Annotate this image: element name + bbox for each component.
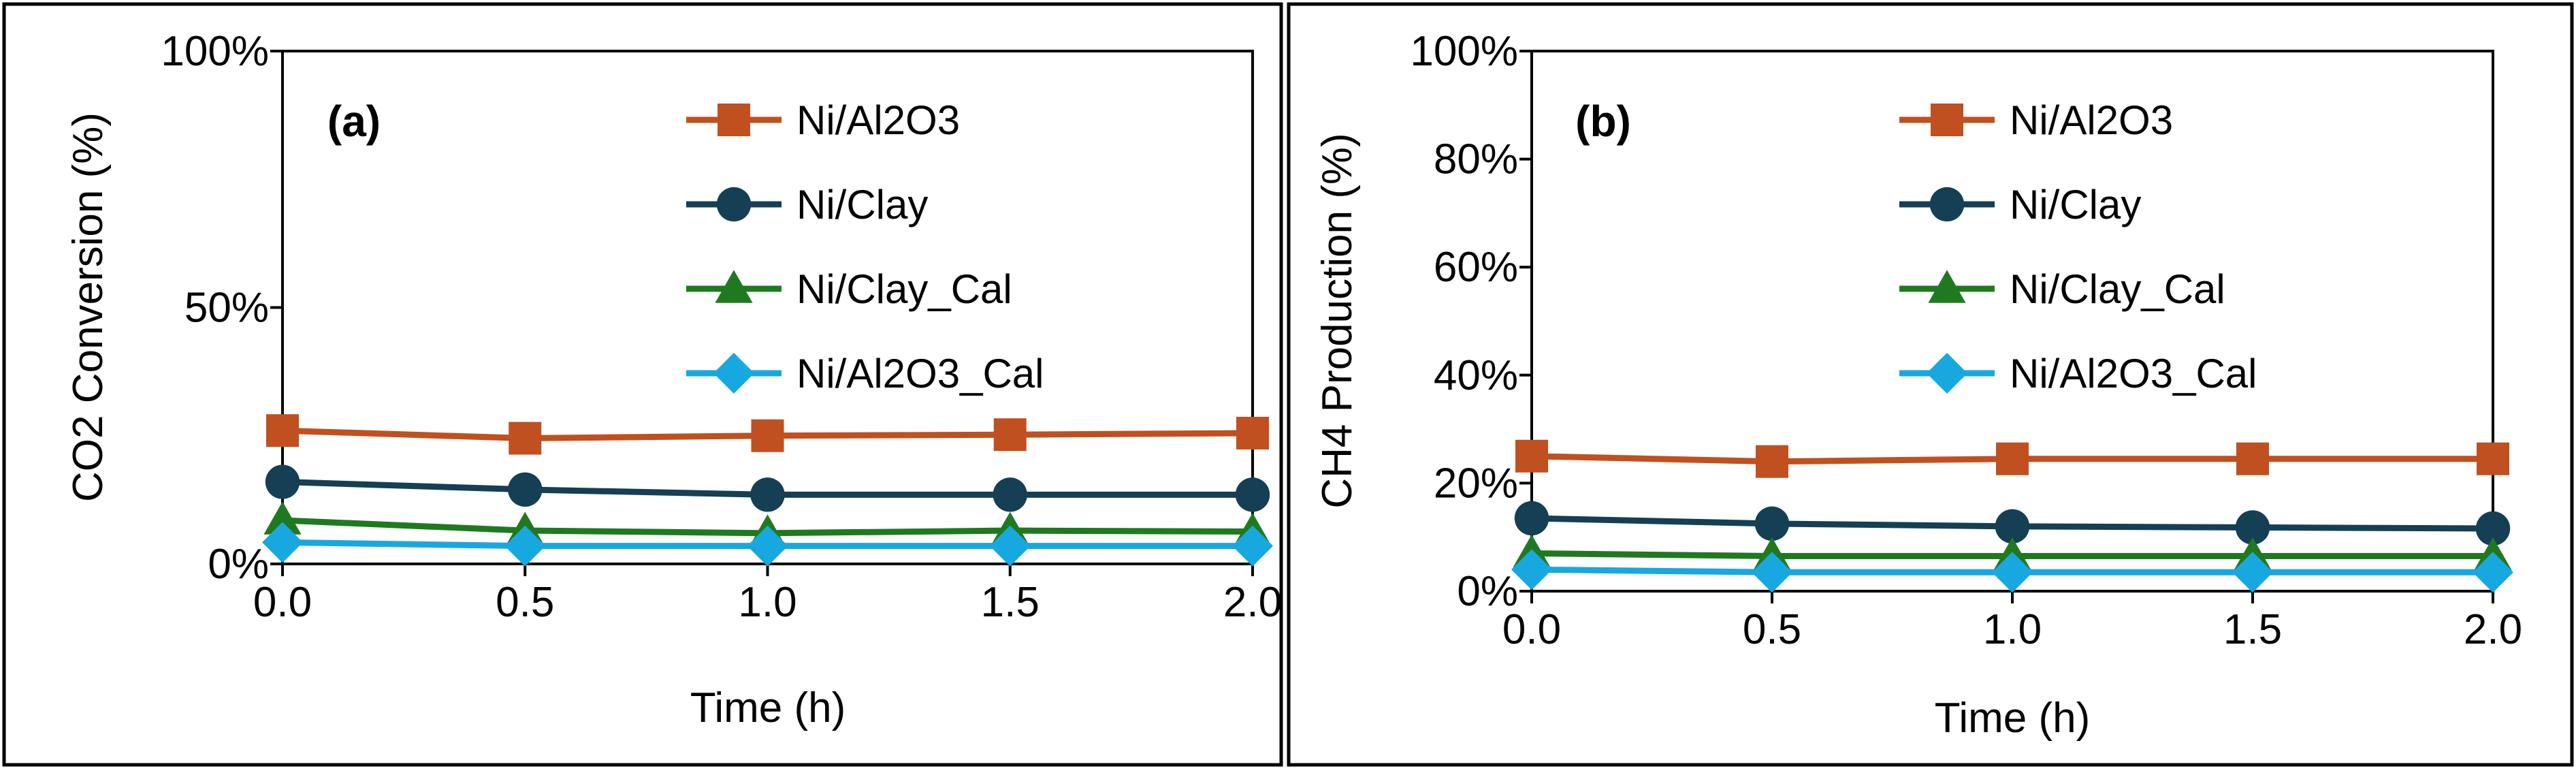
data-point-ni-clay [750, 477, 785, 512]
legend-marker-ni-al2o3 [718, 104, 750, 136]
x-axis-title: Time (h) [690, 684, 846, 731]
data-point-ni-clay [508, 472, 543, 507]
data-point-ni-al2o3-cal [747, 525, 788, 567]
x-tick-label: 2.0 [2464, 606, 2522, 653]
data-point-ni-al2o3 [1996, 442, 2029, 475]
data-point-ni-al2o3 [2477, 442, 2509, 475]
data-point-ni-clay-cal [263, 501, 302, 535]
data-point-ni-al2o3-cal [1992, 552, 2033, 593]
data-point-ni-al2o3-cal [2232, 552, 2273, 593]
panel-frame [2, 2, 1283, 767]
legend-label-ni-clay-cal: Ni/Clay_Cal [796, 266, 1012, 312]
data-point-ni-clay [1514, 501, 1549, 536]
x-tick-label: 0.0 [1502, 606, 1561, 653]
legend-label-ni-clay: Ni/Clay [2010, 182, 2141, 227]
y-tick-label: 80% [1434, 136, 1518, 183]
data-point-ni-al2o3-cal [2473, 552, 2513, 593]
data-point-ni-al2o3 [2236, 442, 2269, 475]
panel-a: 0% 50% 100% 0.0 0.5 1.0 1.5 2.0 Time (h) CO2 Conv… [2, 2, 1283, 767]
legend-label-ni-al2o3: Ni/Al2O3 [796, 97, 960, 143]
x-tick-label: 1.0 [738, 579, 796, 626]
data-point-ni-al2o3 [266, 414, 299, 447]
data-point-ni-al2o3 [509, 422, 542, 455]
data-point-ni-clay [1754, 506, 1790, 541]
data-point-ni-al2o3 [1515, 439, 1548, 473]
data-point-ni-clay [265, 464, 300, 499]
y-axis-title: CO2 Conversion (%) [65, 112, 112, 502]
data-point-ni-al2o3 [993, 418, 1027, 452]
data-point-ni-clay [1995, 509, 2030, 544]
data-point-ni-al2o3-cal [1232, 525, 1273, 567]
legend-marker-ni-clay [716, 187, 752, 222]
x-axis-title: Time (h) [1935, 695, 2090, 742]
y-tick-label: 0% [1457, 568, 1518, 615]
y-tick-label: 50% [184, 285, 269, 332]
data-point-ni-al2o3-cal [989, 525, 1031, 567]
y-tick-label: 40% [1434, 352, 1518, 399]
legend-marker-ni-clay-cal [715, 270, 753, 303]
y-tick-label: 60% [1434, 244, 1518, 291]
data-point-ni-al2o3-cal [262, 522, 303, 563]
data-point-ni-al2o3-cal [1752, 552, 1792, 593]
data-point-ni-clay [1235, 477, 1270, 512]
x-tick-label: 1.5 [981, 579, 1040, 626]
panel-frame [1287, 2, 2574, 767]
y-tick-label: 100% [1410, 28, 1518, 75]
panel-b: 0% 20% 40% 60% 80% 100% 0.0 0.5 1.0 1.5 2.0 Time (h… [1287, 2, 2574, 767]
panel-label: (b) [1575, 97, 1631, 146]
data-point-ni-al2o3 [1236, 416, 1269, 449]
legend-marker-ni-clay-cal [1928, 270, 1966, 303]
legend-marker-ni-al2o3 [1931, 104, 1963, 136]
legend-label-ni-al2o3: Ni/Al2O3 [2010, 97, 2173, 143]
x-tick-label: 1.5 [2223, 606, 2282, 653]
x-tick-label: 0.5 [496, 579, 554, 626]
x-tick-label: 0.0 [253, 579, 312, 626]
legend-marker-ni-clay [1929, 187, 1965, 222]
data-point-ni-clay [2475, 511, 2511, 546]
y-axis-title: CH4 Production (%) [1314, 133, 1361, 508]
data-point-ni-al2o3 [751, 419, 784, 452]
y-tick-label: 100% [161, 28, 269, 75]
data-point-ni-clay [2235, 510, 2270, 545]
x-tick-label: 1.0 [1983, 606, 2042, 653]
legend-marker-ni-al2o3-cal [1927, 353, 1967, 394]
legend-label-ni-al2o3-cal: Ni/Al2O3_Cal [2010, 351, 2257, 396]
y-tick-label: 0% [208, 541, 269, 588]
y-tick-label: 20% [1434, 460, 1518, 507]
legend-label-ni-clay: Ni/Clay [796, 182, 928, 227]
legend-label-ni-clay-cal: Ni/Clay_Cal [2010, 266, 2225, 312]
data-point-ni-al2o3 [1756, 445, 1788, 478]
data-point-ni-al2o3-cal [504, 525, 546, 567]
data-point-ni-al2o3-cal [1511, 549, 1552, 590]
panel-label: (a) [327, 97, 381, 146]
legend-label-ni-al2o3-cal: Ni/Al2O3_Cal [796, 351, 1044, 396]
legend-marker-ni-al2o3-cal [713, 353, 754, 394]
x-tick-label: 0.5 [1743, 606, 1801, 653]
x-tick-label: 2.0 [1223, 579, 1282, 626]
data-point-ni-clay [993, 477, 1027, 512]
